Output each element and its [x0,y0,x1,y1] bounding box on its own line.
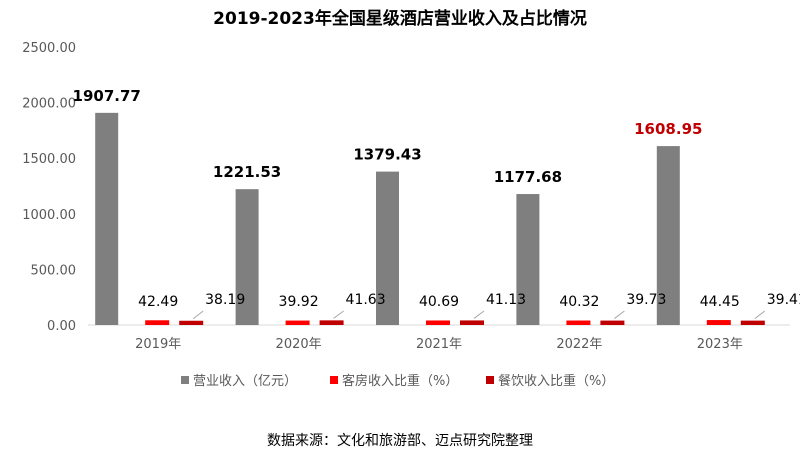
bar-series-0 [516,194,540,325]
x-axis: 2019年 2020年 2021年 2022年 2023年 [88,324,790,352]
data-label: 40.69 [419,294,459,310]
bar-series-0 [235,189,259,325]
y-tick-label: 500.00 [31,263,77,278]
y-tick-label: 0.00 [47,319,76,334]
data-label: 39.73 [626,292,666,308]
bar-series-1 [285,320,310,325]
y-tick-label: 1500.00 [22,152,76,167]
data-label: 38.19 [205,292,245,308]
bar-series-2 [460,320,484,325]
leader-line [473,310,485,319]
bars [95,112,765,325]
legend-label: 营业收入（亿元） [193,374,297,389]
data-label: 1177.68 [494,168,562,186]
data-label: 1221.53 [213,163,281,181]
data-label: 39.92 [279,294,319,310]
x-category-label: 2023年 [697,337,743,352]
data-label: 1907.77 [73,87,141,105]
legend-label: 餐饮收入比重（%） [498,373,614,389]
legend-swatch [486,376,494,384]
chart-title: 2019-2023年全国星级酒店营业收入及占比情况 [213,8,587,29]
bar-series-0 [95,112,119,325]
bar-series-0 [656,146,680,325]
y-tick-label: 1000.00 [22,208,76,223]
data-label: 42.49 [138,294,178,310]
source-note: 数据来源：文化和旅游部、迈点研究院整理 [267,433,533,449]
legend-label: 客房收入比重（%） [342,373,458,389]
bar-series-1 [145,320,170,325]
legend-swatch [181,376,189,384]
data-label: 41.13 [486,292,526,308]
leader-line [192,310,204,320]
leader-line [754,310,766,320]
bar-series-2 [179,320,204,325]
bar-series-2 [600,320,625,325]
data-label: 39.41 [767,292,800,308]
leader-line [333,310,344,319]
data-label: 44.45 [700,294,740,310]
y-axis: 0.00 500.00 1000.00 1500.00 2000.00 2500.00 [22,41,76,334]
x-category-label: 2020年 [276,337,322,352]
data-label: 1379.43 [353,146,421,164]
data-label: 40.32 [559,294,599,310]
legend-swatch [330,376,338,384]
bar-series-2 [740,320,765,325]
leader-line [614,310,625,319]
x-category-label: 2021年 [416,337,462,352]
x-category-label: 2019年 [135,337,181,352]
bar-series-2 [319,320,344,325]
bar-series-1 [706,320,731,325]
data-label: 41.63 [346,292,386,308]
y-tick-label: 2000.00 [22,97,76,112]
x-category-label: 2022年 [556,337,602,352]
bar-series-1 [426,320,450,325]
bar-series-1 [566,320,591,325]
legend: 营业收入（亿元） 客房收入比重（%） 餐饮收入比重（%） [181,373,614,389]
y-tick-label: 2500.00 [22,41,76,56]
bar-series-0 [376,171,399,325]
data-label: 1608.95 [634,120,702,138]
value-labels: 1907.77 1221.53 1379.43 1177.68 1608.95 42.49… [73,87,800,320]
